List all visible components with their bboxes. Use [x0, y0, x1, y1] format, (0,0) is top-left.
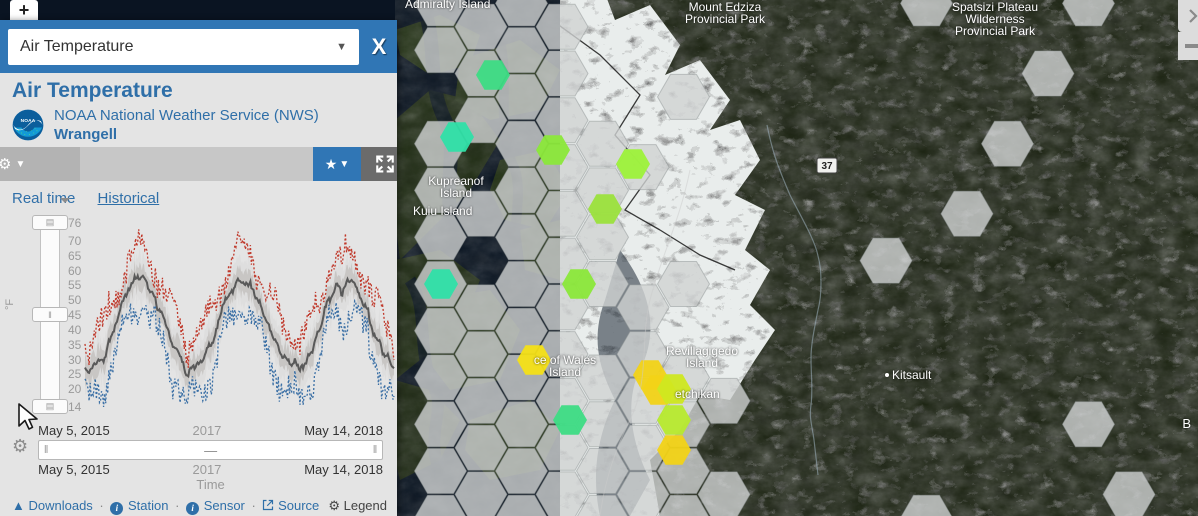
- svg-text:Kitsault: Kitsault: [892, 368, 932, 382]
- svg-text:etchikan: etchikan: [675, 387, 720, 401]
- svg-text:37: 37: [821, 161, 833, 172]
- svg-text:B: B: [1182, 416, 1191, 431]
- svg-text:Provincial Park: Provincial Park: [685, 12, 766, 26]
- svg-text:Kuiu Island: Kuiu Island: [413, 204, 472, 218]
- svg-text:NOAA: NOAA: [21, 118, 36, 124]
- svg-text:Island: Island: [549, 365, 581, 379]
- svg-text:Admiralty Island: Admiralty Island: [405, 0, 490, 11]
- svg-text:Island: Island: [440, 186, 472, 200]
- svg-text:Island: Island: [686, 356, 718, 370]
- svg-text:Provincial Park: Provincial Park: [955, 24, 1036, 38]
